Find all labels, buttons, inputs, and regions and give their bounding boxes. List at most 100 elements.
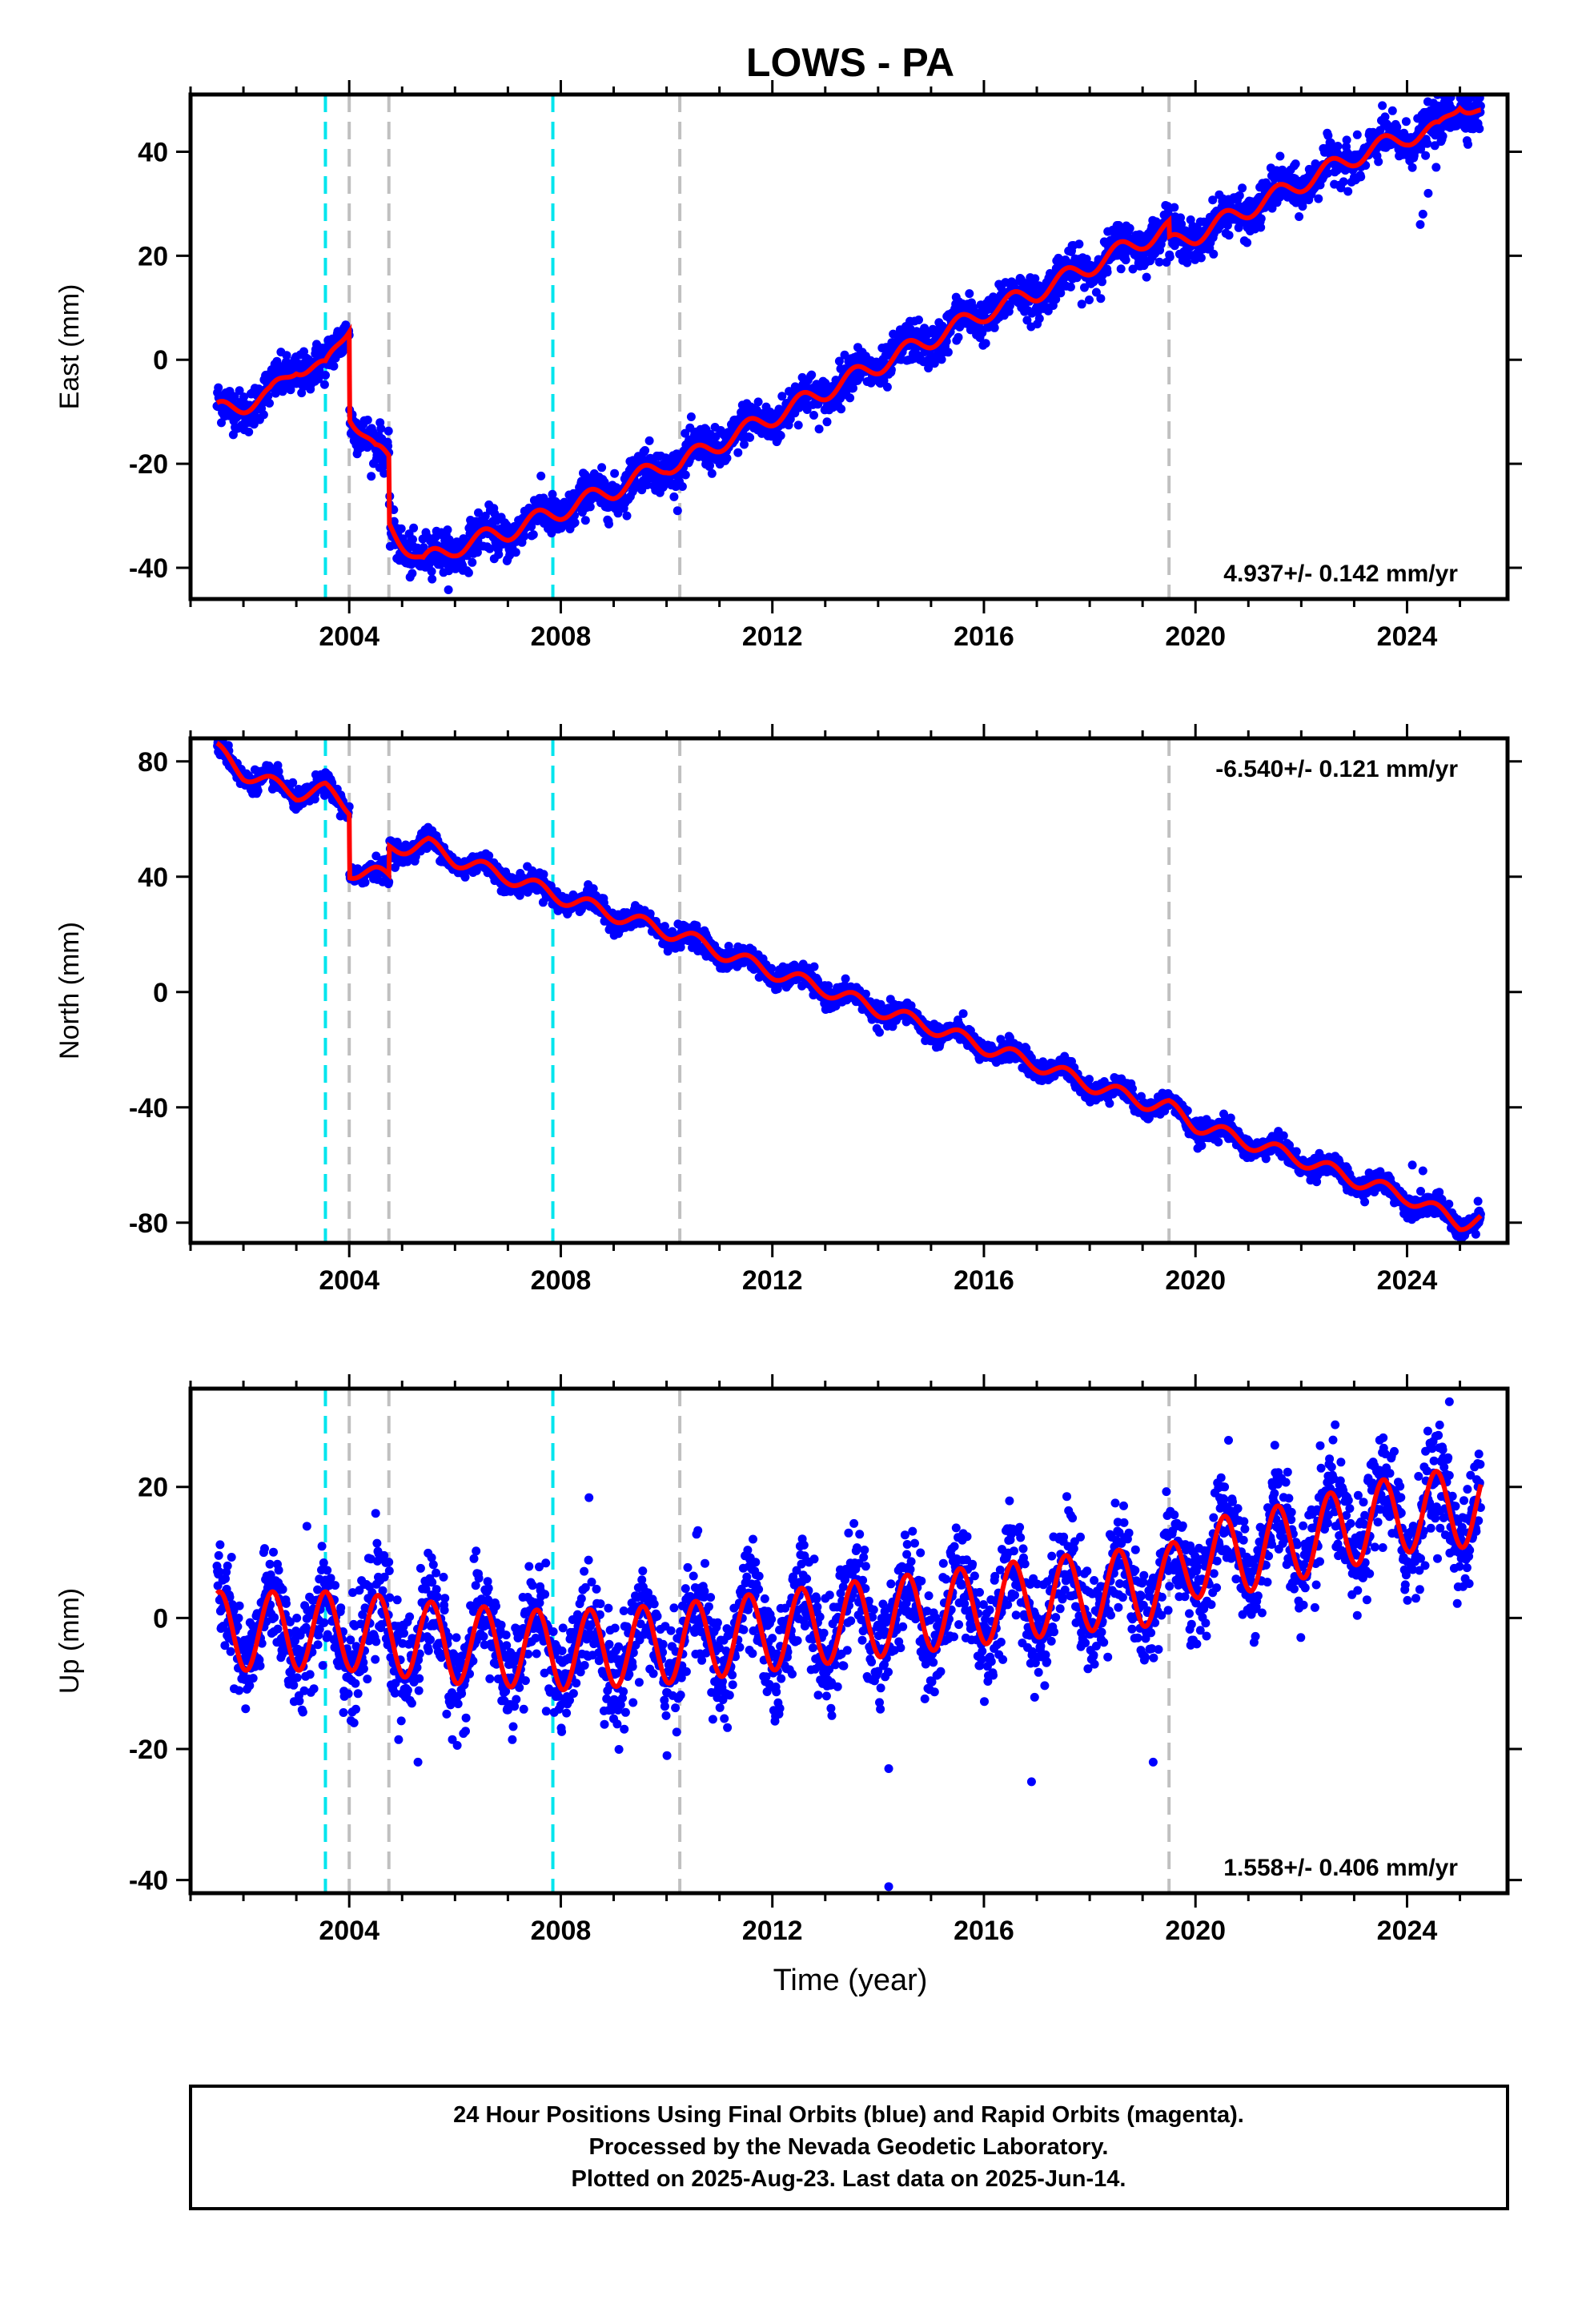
position-point (845, 393, 855, 403)
x-tick-label: 2008 (531, 621, 592, 652)
position-point (580, 470, 590, 480)
position-point (644, 436, 654, 445)
position-point (214, 383, 223, 392)
position-point (376, 424, 386, 433)
position-point (1295, 212, 1304, 221)
position-point (314, 372, 323, 382)
east-panel: 2004 2008 2012 2016 2020 2024-40-2002040East … (54, 80, 1522, 652)
position-point (1387, 106, 1397, 115)
position-point (1116, 264, 1126, 274)
position-point (1343, 187, 1353, 196)
outlier-point (1418, 209, 1427, 219)
position-point (686, 412, 696, 421)
y-tick-label: 20 (138, 241, 168, 271)
y-tick-label: -40 (129, 553, 168, 584)
position-point (1401, 117, 1411, 127)
position-point (814, 424, 824, 434)
position-point (681, 470, 690, 480)
position-point (259, 410, 268, 420)
position-point (548, 489, 557, 499)
position-point (965, 289, 974, 299)
position-point (1342, 135, 1351, 145)
position-point (409, 523, 419, 533)
position-point (1102, 267, 1112, 277)
x-tick-label: 2024 (1377, 621, 1438, 652)
position-point (841, 974, 850, 983)
position-point (1339, 177, 1348, 187)
position-point (1170, 203, 1179, 212)
position-point (1085, 1075, 1094, 1084)
position-point (1034, 314, 1044, 324)
position-point (733, 448, 743, 457)
position-point (1378, 101, 1387, 111)
position-point (767, 963, 777, 973)
position-point (527, 522, 536, 531)
position-point (383, 426, 393, 436)
position-point (1165, 252, 1174, 262)
position-point (1407, 163, 1417, 172)
position-point (1333, 142, 1343, 151)
position-point (286, 385, 295, 395)
position-point (253, 786, 263, 795)
position-point (1238, 183, 1247, 193)
position-point (1074, 239, 1084, 249)
position-point (520, 532, 529, 541)
plot-area (212, 738, 1485, 1243)
position-point (954, 332, 963, 342)
position-point (1224, 231, 1234, 240)
position-point (474, 508, 483, 517)
position-point (776, 431, 785, 440)
position-point (1235, 191, 1244, 200)
position-point (707, 468, 717, 478)
position-point (468, 557, 477, 567)
position-point (1421, 151, 1431, 160)
position-point (740, 440, 749, 449)
position-point (1423, 139, 1432, 148)
position-point (282, 351, 291, 360)
outlier-point (1431, 163, 1441, 172)
position-point (777, 392, 787, 401)
position-point (1356, 172, 1366, 182)
position-point (528, 530, 538, 540)
position-point (472, 548, 482, 557)
position-point (1464, 139, 1472, 149)
position-point (536, 471, 546, 480)
position-point (981, 339, 990, 348)
position-point (1066, 282, 1075, 292)
position-point (585, 502, 595, 512)
position-point (1275, 151, 1285, 161)
position-point (809, 411, 818, 420)
daily-positions (212, 94, 1485, 594)
position-point (408, 535, 417, 545)
rate-label: 4.937+/- 0.142 mm/yr (1223, 561, 1458, 587)
position-point (809, 962, 819, 971)
position-point (1142, 272, 1151, 282)
position-point (494, 549, 504, 559)
position-point (360, 878, 370, 887)
position-point (990, 323, 999, 332)
position-point (1374, 157, 1383, 167)
position-point (379, 468, 389, 478)
position-point (914, 316, 923, 324)
north-panel: 2004 2008 2012 2016 2020 2024-80-4004080North… (54, 724, 1522, 1296)
position-point (444, 585, 453, 594)
chart-title: LOWS - PA (746, 40, 954, 85)
position-point (329, 361, 339, 371)
position-point (244, 427, 254, 436)
position-point (464, 568, 473, 577)
daily-positions (212, 738, 1485, 1243)
position-point (321, 371, 330, 380)
plot-area (212, 94, 1485, 599)
position-point (396, 524, 406, 533)
position-point (367, 472, 376, 481)
position-point (235, 386, 244, 396)
y-tick-label: 40 (138, 137, 168, 167)
position-point (793, 420, 803, 430)
position-point (239, 392, 249, 402)
position-point (1125, 223, 1134, 233)
x-tick-label: 2016 (954, 621, 1014, 652)
outlier-point (1423, 188, 1433, 198)
position-point (1077, 300, 1086, 309)
position-point (363, 416, 372, 424)
